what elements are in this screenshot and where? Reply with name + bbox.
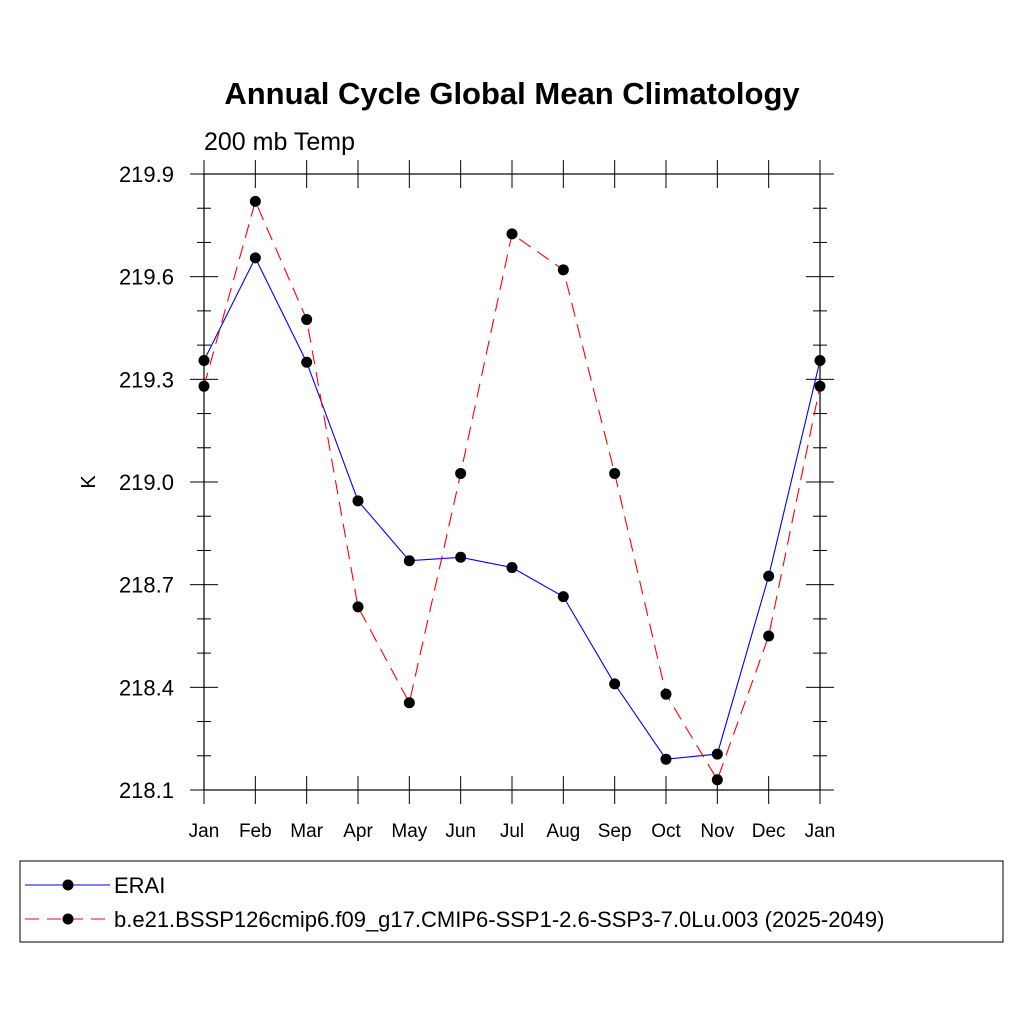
series-2-point: [506, 228, 518, 240]
series-1-point: [301, 356, 313, 368]
series-1-point: [506, 562, 518, 574]
y-tick-label: 219.0: [119, 470, 174, 495]
series-1-point: [249, 252, 261, 264]
x-tick-label: Jul: [500, 821, 524, 842]
x-tick-labels: Jan Feb Mar Apr May Jun Jul Aug Sep Oct Nov Dec Jan: [189, 821, 836, 842]
series-1-point: [711, 748, 723, 760]
x-tick-label: Feb: [239, 821, 272, 842]
series-1-point: [352, 495, 364, 507]
y-tick-label: 219.6: [119, 265, 174, 290]
series-2-point: [455, 467, 467, 479]
series-2-point: [403, 697, 415, 709]
series-1-point: [403, 555, 415, 567]
series-2-point: [557, 264, 569, 276]
series-2-point: [301, 313, 313, 325]
x-tick-label: Sep: [598, 821, 632, 842]
series-line-2: [203, 199, 821, 782]
y-tick-label: 218.7: [119, 573, 174, 598]
series-1-point: [660, 753, 672, 765]
axis-ticks: [190, 160, 834, 804]
series-1-point: [455, 551, 467, 563]
x-tick-label: Aug: [546, 821, 580, 842]
series-2-point: [660, 688, 672, 700]
y-tick-label: 218.4: [119, 675, 174, 700]
y-axis-label: K: [78, 475, 100, 489]
series-2-point: [763, 630, 775, 642]
series-2-point: [609, 467, 621, 479]
x-tick-label: May: [391, 821, 427, 842]
legend-label-2: b.e21.BSSP126cmip6.f09_g17.CMIP6-SSP1-2.…: [114, 907, 884, 932]
series-2-point: [352, 601, 364, 613]
x-tick-label: Jan: [805, 821, 836, 842]
series-1-point: [557, 591, 569, 603]
y-tick-label: 218.1: [119, 778, 174, 803]
x-tick-label: Apr: [343, 821, 373, 842]
x-tick-label: Dec: [752, 821, 786, 842]
legend-label-1: ERAI: [114, 873, 165, 898]
legend-box: [19, 860, 1004, 943]
legend-marker-1: [62, 879, 74, 891]
x-tick-label: Jun: [445, 821, 476, 842]
legend: ERAI b.e21.BSSP126cmip6.f09_g17.CMIP6-SSP…: [19, 860, 1004, 943]
series-line-1: [203, 256, 821, 760]
y-tick-label: 219.9: [119, 162, 174, 187]
x-tick-label: Nov: [700, 821, 734, 842]
series-1-point: [763, 570, 775, 582]
chart-title: Annual Cycle Global Mean Climatology: [224, 76, 800, 111]
plot-frame: [203, 173, 821, 791]
plot-markers: [198, 195, 826, 786]
series-1-point: [609, 678, 621, 690]
chart-subtitle: 200 mb Temp: [204, 128, 355, 156]
plot-lines: [203, 199, 821, 782]
y-tick-labels: 218.1 218.4 218.7 219.0 219.3 219.6 219.9: [119, 162, 174, 803]
legend-marker-2: [62, 913, 74, 925]
x-tick-label: Mar: [290, 821, 323, 842]
x-tick-label: Oct: [651, 821, 681, 842]
x-tick-label: Jan: [189, 821, 220, 842]
series-2-point: [249, 195, 261, 207]
y-tick-label: 219.3: [119, 367, 174, 392]
series-2-point: [711, 774, 723, 786]
legend-entries: ERAI b.e21.BSSP126cmip6.f09_g17.CMIP6-SSP…: [25, 873, 884, 932]
